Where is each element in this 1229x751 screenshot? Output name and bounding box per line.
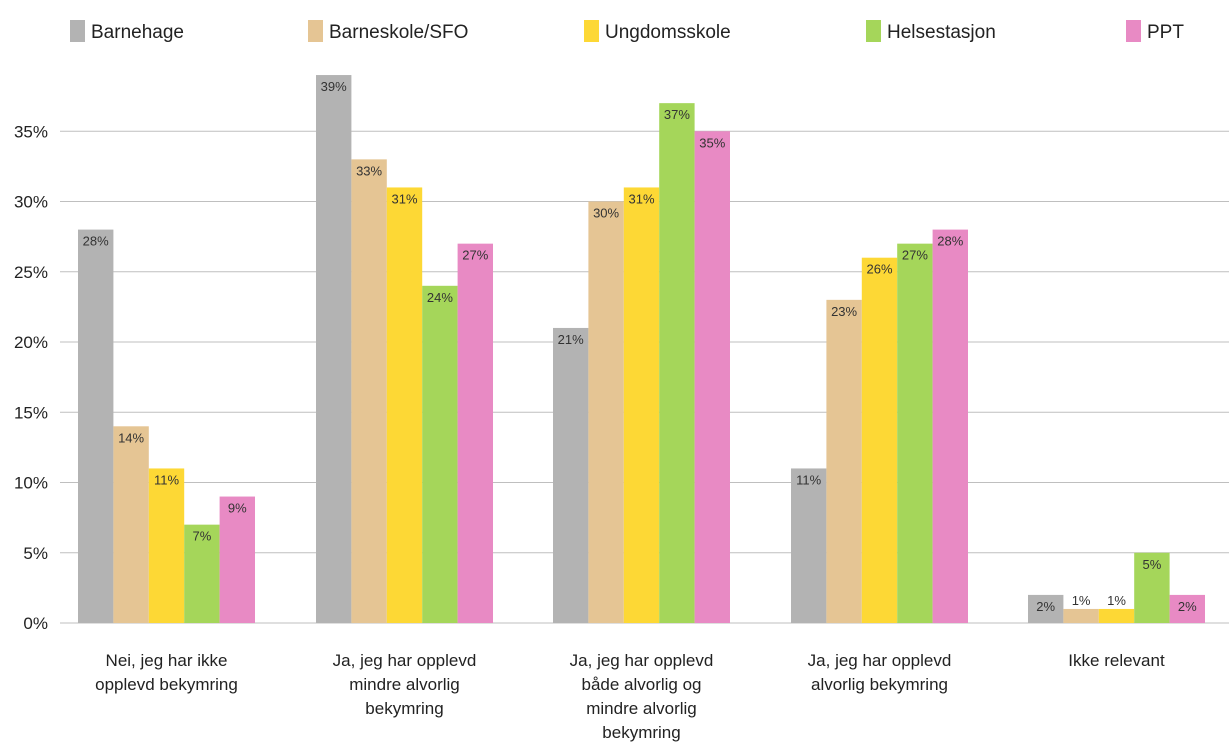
bar-2-2 (623, 187, 660, 623)
data-label-4-4: 2% (1178, 599, 1197, 614)
bar-3-0 (184, 524, 220, 623)
category-label-line: mindre alvorlig (349, 675, 460, 694)
legend: Barnehage Barneskole/SFO Ungdomsskole Helse… (70, 20, 1184, 43)
category-label-line: Nei, jeg har ikke (106, 651, 228, 670)
bar-2-3 (861, 257, 898, 623)
data-label-4-1: 27% (462, 248, 488, 263)
data-label-2-4: 1% (1107, 593, 1126, 608)
bar-3-2 (659, 103, 695, 623)
bar-3-1 (422, 285, 458, 623)
y-tick-label: 5% (23, 544, 48, 563)
bar-0-0 (78, 229, 114, 623)
bar-1-0 (113, 426, 149, 623)
bar-4-1 (457, 243, 493, 623)
data-label-2-2: 31% (628, 191, 654, 206)
data-label-2-0: 11% (154, 472, 179, 487)
data-label-1-1: 33% (356, 163, 382, 178)
category-label-line: Ja, jeg har opplevd (333, 651, 477, 670)
category-label-line: bekymring (365, 699, 443, 718)
data-label-1-3: 23% (831, 304, 857, 319)
category-label-0: Nei, jeg har ikke opplevd bekymring (95, 651, 238, 694)
category-label-line: alvorlig bekymring (811, 675, 948, 694)
category-label-line: både alvorlig og (581, 675, 701, 694)
data-label-0-3: 11% (796, 472, 821, 487)
y-tick-label: 15% (14, 403, 48, 422)
bar-4-3 (932, 229, 968, 623)
data-label-1-4: 1% (1072, 593, 1091, 608)
category-label-1: Ja, jeg har opplevd mindre alvorlig bekymr… (333, 651, 477, 718)
data-label-3-1: 24% (427, 290, 453, 305)
data-label-4-2: 35% (699, 135, 725, 150)
bar-2-4 (1098, 608, 1135, 623)
legend-swatch-2 (584, 20, 599, 42)
y-tick-label: 25% (14, 263, 48, 282)
y-tick-label: 10% (14, 474, 48, 493)
y-tick-label: 35% (14, 122, 48, 141)
category-label-line: Ja, jeg har opplevd (808, 651, 952, 670)
x-axis: Nei, jeg har ikke opplevd bekymring Ja, je… (95, 651, 1165, 742)
bar-0-4 (1028, 594, 1064, 623)
bars (78, 75, 1205, 624)
y-tick-label: 0% (23, 614, 48, 633)
y-tick-label: 20% (14, 333, 48, 352)
bar-1-1 (351, 159, 387, 623)
bar-3-4 (1134, 552, 1170, 623)
data-label-4-0: 9% (228, 501, 247, 516)
data-label-3-0: 7% (193, 529, 212, 544)
data-label-2-3: 26% (866, 262, 892, 277)
legend-swatch-4 (1126, 20, 1141, 42)
legend-label-4: PPT (1147, 22, 1184, 43)
category-label-4: Ikke relevant (1068, 651, 1165, 670)
y-tick-label: 30% (14, 193, 48, 212)
bar-1-4 (1063, 608, 1099, 623)
legend-swatch-3 (866, 20, 881, 42)
category-label-line: Ja, jeg har opplevd (570, 651, 714, 670)
legend-label-1: Barneskole/SFO (329, 22, 468, 43)
category-label-3: Ja, jeg har opplevd alvorlig bekymring (808, 651, 952, 694)
data-label-0-1: 39% (321, 79, 347, 94)
y-axis: 0% 5% 10% 15% 20% 25% 30% 35% (14, 122, 48, 633)
category-label-line: bekymring (602, 723, 680, 742)
data-label-3-4: 5% (1143, 557, 1162, 572)
data-label-1-0: 14% (118, 430, 144, 445)
legend-swatch-1 (308, 20, 323, 42)
data-label-0-2: 21% (558, 332, 584, 347)
bar-2-0 (148, 468, 185, 623)
bar-0-2 (553, 327, 589, 623)
data-labels: 28% 39% 21% 11% 2% 14% 33% 30% 23% 1% 11% 31% 31% 26%… (83, 79, 1197, 614)
data-label-0-4: 2% (1036, 599, 1055, 614)
bar-0-3 (791, 468, 827, 623)
category-label-line: Ikke relevant (1068, 651, 1165, 670)
data-label-4-3: 28% (937, 234, 963, 249)
bar-3-3 (897, 243, 933, 623)
legend-label-3: Helsestasjon (887, 22, 996, 43)
data-label-1-2: 30% (593, 206, 619, 221)
category-label-line: mindre alvorlig (586, 699, 697, 718)
data-label-3-3: 27% (902, 248, 928, 263)
category-label-2: Ja, jeg har opplevd både alvorlig og mindr… (570, 651, 714, 742)
bar-4-0 (219, 496, 255, 623)
data-label-3-2: 37% (664, 107, 690, 122)
legend-swatch-0 (70, 20, 85, 42)
bar-4-2 (694, 131, 730, 623)
category-label-line: opplevd bekymring (95, 675, 238, 694)
bar-1-2 (588, 201, 624, 623)
data-label-0-0: 28% (83, 234, 109, 249)
legend-label-0: Barnehage (91, 22, 184, 43)
bar-1-3 (826, 299, 862, 623)
bar-0-1 (316, 75, 352, 624)
data-label-2-1: 31% (391, 191, 417, 206)
bar-4-4 (1169, 594, 1205, 623)
bar-2-1 (386, 187, 423, 623)
legend-label-2: Ungdomsskole (605, 22, 731, 43)
